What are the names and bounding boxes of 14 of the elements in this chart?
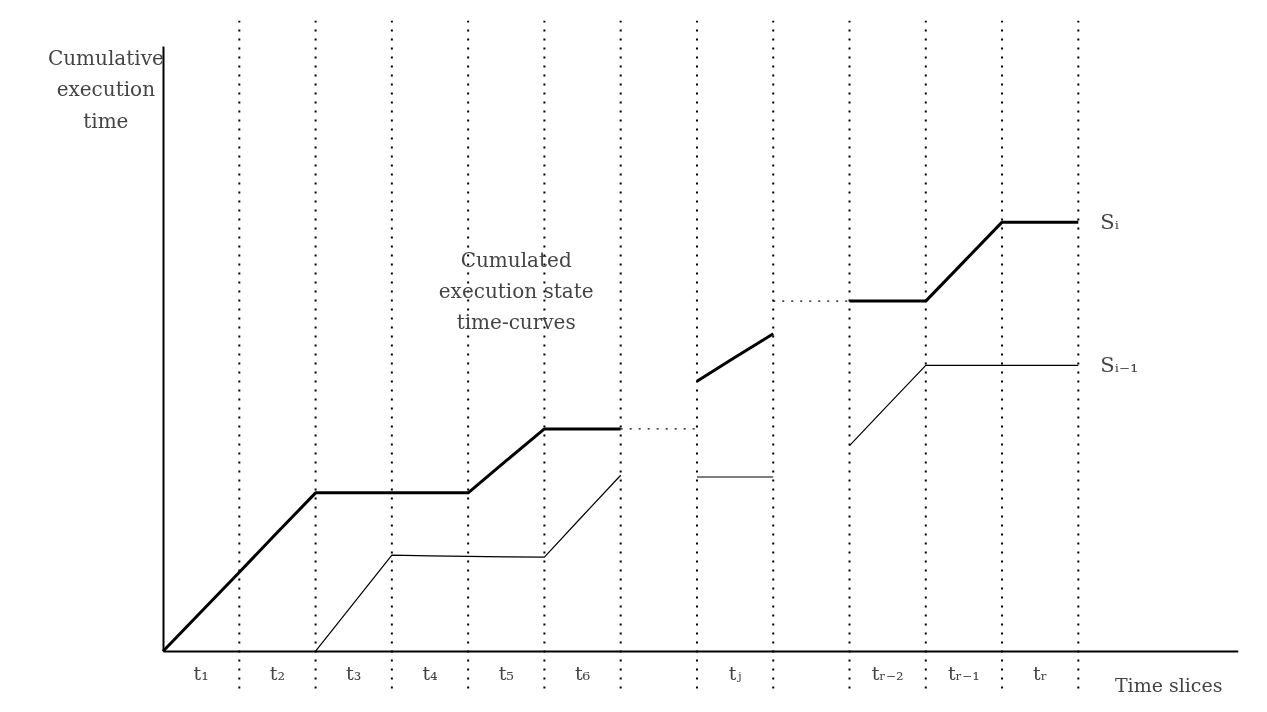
x-tick-label: t₂ — [269, 662, 286, 685]
x-tick-label: tᵣ₋₂ — [871, 662, 904, 685]
x-tick-label: t₁ — [193, 662, 209, 685]
series-label: Sᵢ — [1100, 210, 1119, 235]
x-tick-label: tⱼ — [728, 662, 742, 685]
x-tick-label: t₃ — [346, 662, 362, 685]
series-label: Sᵢ₋₁ — [1100, 353, 1139, 378]
annotation: Cumulated execution state time-curves — [438, 247, 594, 335]
x-tick-label: t₅ — [498, 662, 514, 685]
x-tick-label: tᵣ₋₁ — [947, 662, 980, 685]
x-tick-label: t₄ — [422, 662, 439, 685]
x-axis-title: Time slices — [1114, 674, 1223, 697]
x-tick-label: tᵣ — [1033, 662, 1048, 685]
x-tick-label: t₆ — [574, 662, 591, 685]
